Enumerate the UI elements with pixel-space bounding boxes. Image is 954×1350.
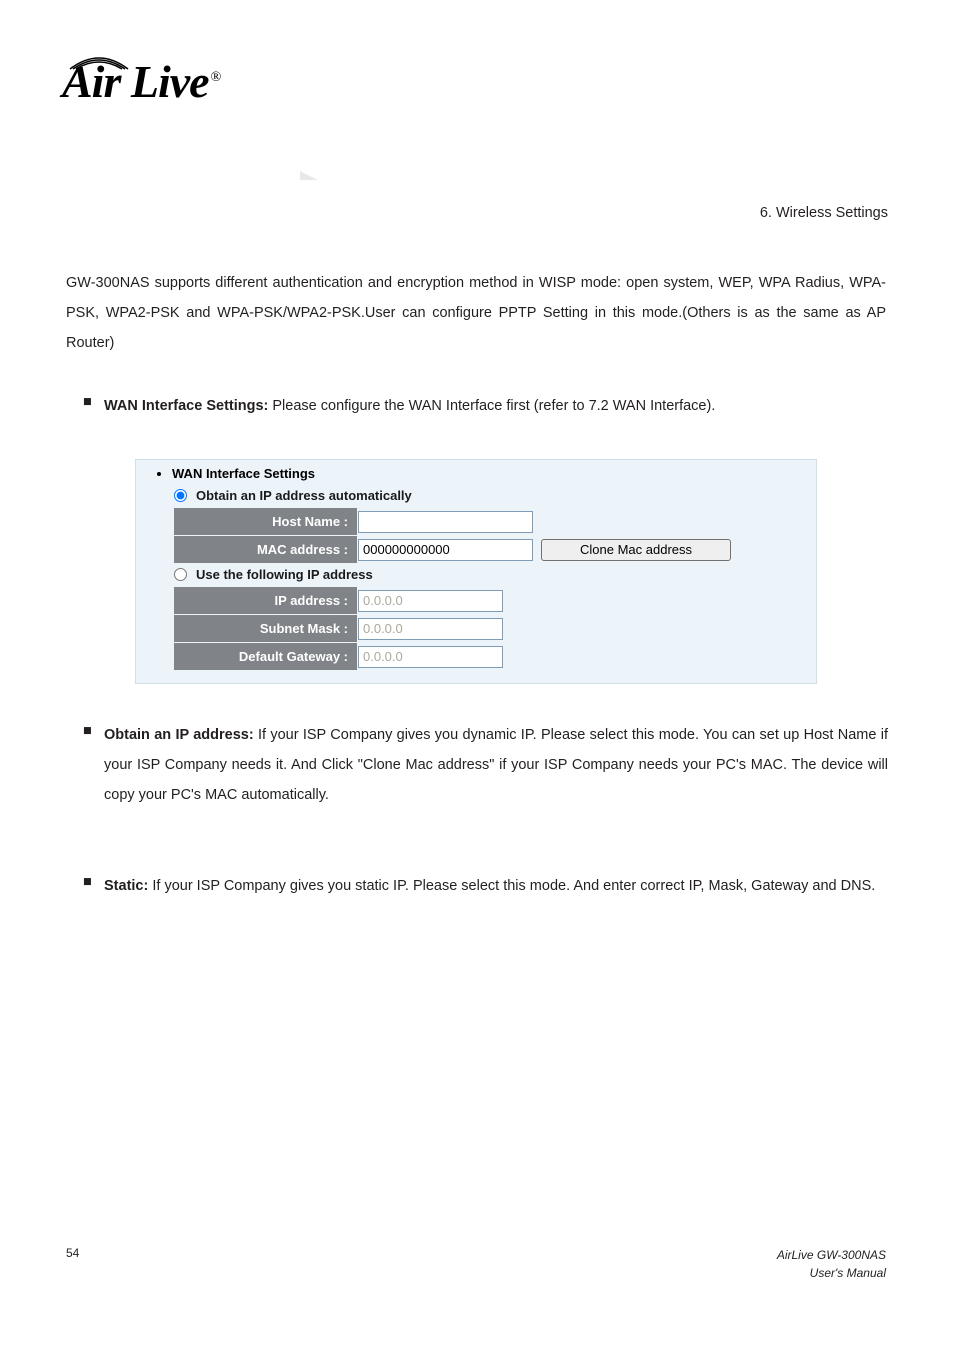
logo-text: Air Live®	[62, 56, 220, 107]
bullet-dhcp: Obtain an IP address: If your ISP Compan…	[104, 720, 888, 810]
chapter-title: 6. Wireless Settings	[760, 205, 888, 221]
bullet-wan: WAN Interface Settings: Please configure…	[104, 391, 888, 421]
bullet-static: Static: If your ISP Company gives you st…	[104, 871, 888, 901]
bullet-wan-title: WAN Interface Settings:	[104, 398, 268, 414]
bullet-static-title: Static:	[104, 878, 148, 894]
label-ip: IP address :	[174, 587, 357, 614]
row-ip: IP address :	[174, 587, 800, 614]
page-number: 54	[66, 1246, 79, 1282]
row-gateway: Default Gateway :	[174, 643, 800, 670]
footer: 54 AirLive GW-300NAS User's Manual	[66, 1246, 886, 1282]
bullet-icon: ■	[83, 394, 92, 410]
label-hostname: Host Name :	[174, 508, 357, 535]
input-ip[interactable]	[358, 590, 503, 612]
input-gateway[interactable]	[358, 646, 503, 668]
radio-row-static: Use the following IP address	[152, 564, 800, 587]
footer-product: AirLive GW-300NAS User's Manual	[777, 1246, 886, 1282]
logo: Air Live®	[62, 55, 220, 108]
input-mac[interactable]	[358, 539, 533, 561]
input-subnet[interactable]	[358, 618, 503, 640]
chapter-header: 6. Wireless Settings	[760, 205, 888, 221]
clone-mac-button[interactable]: Clone Mac address	[541, 539, 731, 561]
label-gateway: Default Gateway :	[174, 643, 357, 670]
radio-use-static[interactable]	[174, 568, 187, 581]
radio-row-auto: Obtain an IP address automatically	[152, 485, 800, 508]
input-hostname[interactable]	[358, 511, 533, 533]
label-mac: MAC address :	[174, 536, 357, 563]
radio-use-static-label: Use the following IP address	[196, 567, 373, 582]
row-hostname: Host Name :	[174, 508, 800, 535]
intro-paragraph: GW-300NAS supports different authenticat…	[66, 268, 886, 358]
bullet-static-text: If your ISP Company gives you static IP.…	[148, 878, 875, 894]
header-swoosh	[300, 85, 954, 180]
row-mac: MAC address : Clone Mac address	[174, 536, 800, 563]
bullet-icon: ■	[83, 874, 92, 890]
bullet-icon: ■	[83, 723, 92, 739]
label-subnet: Subnet Mask :	[174, 615, 357, 642]
radio-obtain-auto[interactable]	[174, 489, 187, 502]
wan-settings-panel: WAN Interface Settings Obtain an IP addr…	[135, 459, 817, 684]
radio-obtain-auto-label: Obtain an IP address automatically	[196, 488, 412, 503]
bullet-wan-text: Please configure the WAN Interface first…	[268, 398, 715, 414]
settings-title: WAN Interface Settings	[172, 466, 800, 481]
bullet-dhcp-title: Obtain an IP address:	[104, 727, 254, 743]
row-subnet: Subnet Mask :	[174, 615, 800, 642]
